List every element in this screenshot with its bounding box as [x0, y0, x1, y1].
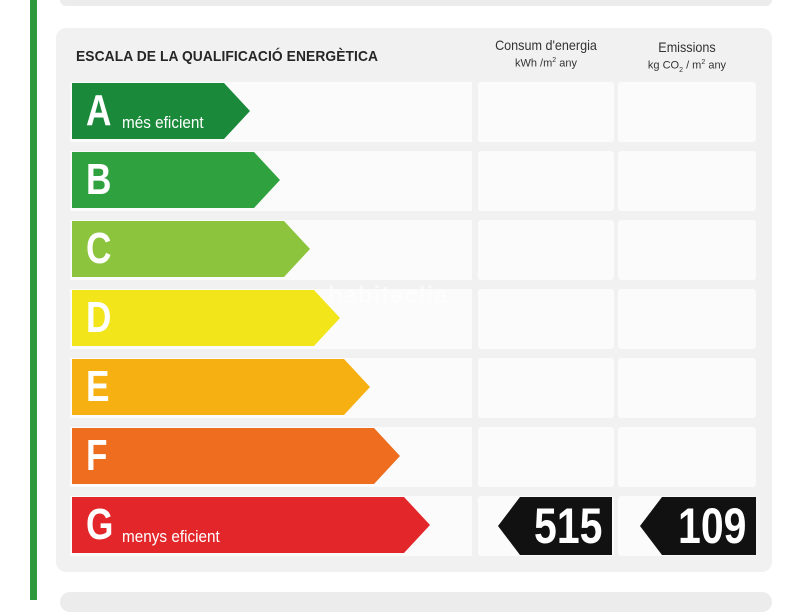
emissions-rating-badge: 109 [640, 497, 756, 555]
class-e-arrow-shape [72, 359, 370, 415]
scale-title: ESCALA DE LA QUALIFICACIÓ ENERGÈTICA [76, 48, 379, 65]
class-e-letter: E [86, 362, 110, 411]
class-d-letter: D [86, 293, 112, 342]
class-b-arrow: B [72, 152, 280, 208]
class-d-arrow: D [72, 290, 340, 346]
class-a-label: més eficient [122, 113, 204, 132]
energy-column-label: Consum d'energia [495, 37, 597, 53]
emissions-cell-b [618, 151, 756, 211]
watermark-text: habitaclia [328, 282, 449, 309]
class-f-arrow-shape [72, 428, 400, 484]
emissions-column-header: Emissions kg CO2 / m2 any [618, 39, 756, 74]
top-strip [60, 0, 772, 6]
emissions-column-unit: kg CO2 / m2 any [647, 59, 727, 74]
emissions-rating-value: 109 [677, 498, 746, 554]
energy-column-header: Consum d'energia kWh /m2 any [478, 37, 614, 70]
emissions-cell-d [618, 289, 756, 349]
class-d-arrow-fill [72, 290, 340, 346]
bottom-strip [60, 592, 772, 612]
emissions-cell-f [618, 427, 756, 487]
class-g-label: menys eficient [122, 527, 220, 546]
class-f-arrow: F [72, 428, 400, 484]
class-b-arrow-fill [72, 152, 280, 208]
class-c-arrow-fill [72, 221, 310, 277]
energy-cell-a [478, 82, 614, 142]
class-e-arrow: E [72, 359, 370, 415]
energy-cell-b [478, 151, 614, 211]
class-g-arrow-shape [72, 497, 430, 553]
emissions-cell-a [618, 82, 756, 142]
class-c-letter: C [86, 224, 112, 273]
energy-cell-d [478, 289, 614, 349]
energy-rating-badge-shape [498, 497, 612, 555]
class-d-arrow-shape [72, 290, 340, 346]
class-a-arrow-shape [72, 83, 250, 139]
class-e-arrow-fill [72, 359, 370, 415]
class-a-arrow-fill [72, 83, 250, 139]
class-c-arrow-shape [72, 221, 310, 277]
class-b-arrow-shape [72, 152, 280, 208]
left-green-rule [30, 0, 37, 600]
emissions-column-label: Emissions [658, 39, 716, 55]
energy-cell-c [478, 220, 614, 280]
energy-rating-value: 515 [533, 498, 602, 554]
energy-cell-e [478, 358, 614, 418]
class-f-arrow-fill [72, 428, 400, 484]
class-g-arrow-fill [72, 497, 430, 553]
emissions-cell-c [618, 220, 756, 280]
class-b-letter: B [86, 155, 112, 204]
energy-rating-badge: 515 [498, 497, 612, 555]
class-f-letter: F [86, 431, 108, 480]
class-c-arrow: C [72, 221, 310, 277]
emissions-cell-e [618, 358, 756, 418]
energy-cell-f [478, 427, 614, 487]
class-g-letter: G [86, 500, 114, 549]
emissions-rating-badge-shape [640, 497, 756, 555]
energy-column-unit: kWh /m2 any [515, 57, 577, 70]
class-a-letter: A [86, 86, 112, 135]
